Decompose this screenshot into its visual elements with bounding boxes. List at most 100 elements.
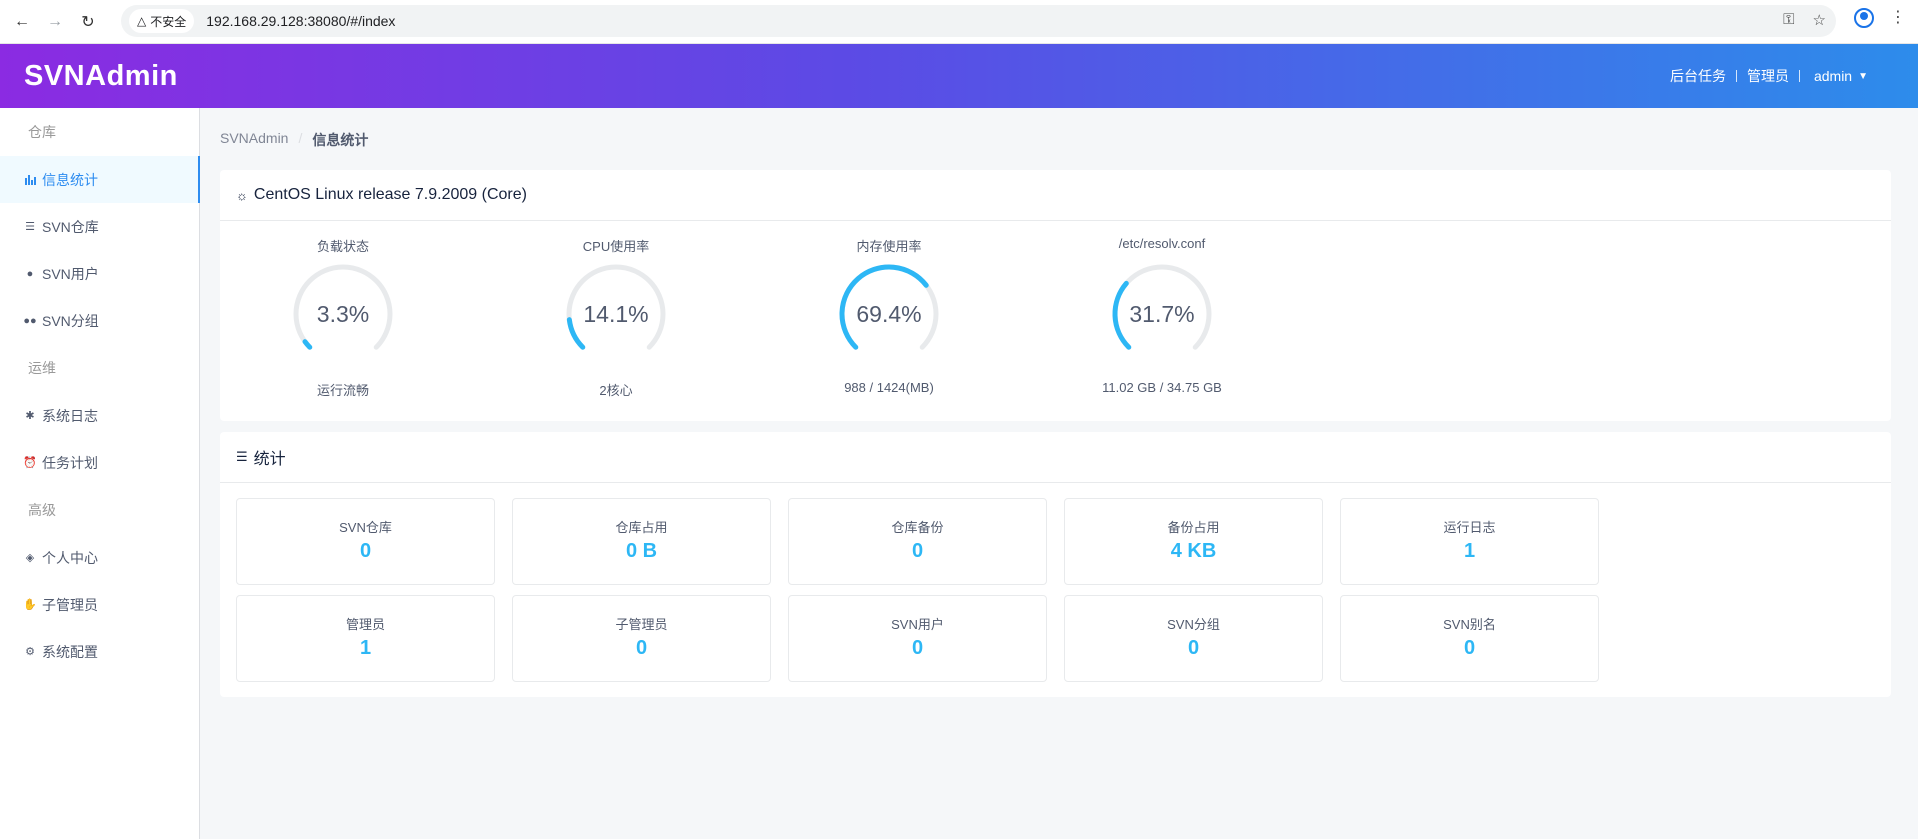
url-text[interactable]: 192.168.29.128:38080/#/index bbox=[206, 13, 396, 29]
gauge-label: CPU使用率 bbox=[582, 239, 650, 254]
security-label: 不安全 bbox=[150, 14, 187, 29]
menu-group-ops: 运维 bbox=[28, 360, 56, 376]
stat-value: 0 bbox=[1187, 637, 1200, 659]
bar-chart-icon bbox=[24, 174, 36, 185]
gauge-value: 14.1% bbox=[583, 301, 649, 327]
stat-svn-aliases: SVN别名 0 bbox=[1340, 595, 1599, 682]
browser-toolbar: ← → ↻ △ 不安全 192.168.29.128:38080/#/index… bbox=[0, 0, 1918, 44]
gauge-ring: 69.4% bbox=[837, 262, 941, 366]
statistics-title: 统计 bbox=[253, 451, 286, 468]
system-info-header: ☼ CentOS Linux release 7.9.2009 (Core) bbox=[220, 170, 1891, 221]
sidebar-item-system-config[interactable]: ⚙ 系统配置 bbox=[0, 628, 199, 675]
gauge-fill bbox=[302, 339, 313, 350]
stat-value: 0 bbox=[359, 540, 372, 562]
app-header: SVNAdmin 后台任务 管理员 admin ▼ bbox=[0, 44, 1918, 108]
menu-group-repository: 仓库 bbox=[28, 124, 56, 140]
alarm-clock-icon: ⏰ bbox=[23, 457, 37, 469]
system-os-title: CentOS Linux release 7.9.2009 (Core) bbox=[253, 186, 527, 203]
breadcrumb-root[interactable]: SVNAdmin bbox=[220, 130, 289, 146]
stat-run-logs: 运行日志 1 bbox=[1340, 498, 1599, 585]
sidebar-item-label: 系统配置 bbox=[42, 643, 98, 660]
sidebar-item-system-logs[interactable]: ✱ 系统日志 bbox=[0, 392, 199, 439]
stat-admins: 管理员 1 bbox=[236, 595, 495, 682]
stat-label: SVN仓库 bbox=[339, 520, 392, 535]
gauge-value: 3.3% bbox=[316, 301, 370, 327]
user-name: admin bbox=[1813, 68, 1853, 84]
sidebar-item-label: 系统日志 bbox=[42, 407, 98, 424]
statistics-card: ☰ 统计 SVN仓库 0 仓库占用 0 B 仓库备份 0 备份占用 4 KB 运… bbox=[220, 432, 1891, 697]
sidebar-item-label: 个人中心 bbox=[42, 549, 98, 566]
sidebar-item-label: SVN分组 bbox=[42, 312, 99, 329]
stat-value: 0 bbox=[911, 540, 924, 562]
stat-value: 1 bbox=[359, 637, 372, 659]
stat-repo-usage: 仓库占用 0 B bbox=[512, 498, 771, 585]
sidebar: 仓库 信息统计 ☰ SVN仓库 ● SVN用户 ●● SVN分组 运维 ✱ 系统… bbox=[0, 108, 200, 839]
gauge-ring: 31.7% bbox=[1110, 262, 1214, 366]
stat-value: 0 B bbox=[625, 540, 658, 562]
user-menu[interactable]: admin ▼ bbox=[1800, 68, 1868, 84]
users-icon: ●● bbox=[23, 314, 37, 327]
gauge-subtext: 988 / 1424(MB) bbox=[844, 380, 934, 395]
browser-menu-icon[interactable]: ⋮ bbox=[1890, 9, 1906, 26]
menu-group-advanced: 高级 bbox=[28, 502, 56, 518]
system-info-card: ☼ CentOS Linux release 7.9.2009 (Core) 负… bbox=[220, 170, 1891, 421]
gauge-disk: /etc/resolv.conf 31.7% 11.02 GB / 34.75 … bbox=[1047, 236, 1277, 395]
forward-arrow-icon[interactable]: → bbox=[47, 12, 63, 30]
statistics-header: ☰ 统计 bbox=[220, 432, 1891, 483]
layers-icon: ☰ bbox=[25, 221, 35, 233]
sidebar-item-svn-groups[interactable]: ●● SVN分组 bbox=[0, 297, 199, 344]
address-bar[interactable]: △ 不安全 192.168.29.128:38080/#/index ⚿ ☆ bbox=[121, 5, 1836, 37]
gauge-memory: 内存使用率 69.4% 988 / 1424(MB) bbox=[774, 236, 1004, 395]
reload-icon[interactable]: ↻ bbox=[81, 13, 95, 31]
gauge-fill bbox=[1112, 280, 1132, 350]
breadcrumb-current: 信息统计 bbox=[312, 132, 369, 148]
stat-label: 子管理员 bbox=[615, 617, 668, 632]
password-key-icon[interactable]: ⚿ bbox=[1783, 11, 1795, 28]
chevron-down-icon: ▼ bbox=[1858, 70, 1868, 82]
stat-label: SVN用户 bbox=[891, 617, 944, 632]
gauge-load: 负载状态 3.3% 运行流畅 bbox=[228, 236, 458, 399]
stat-backup-usage: 备份占用 4 KB bbox=[1064, 498, 1323, 585]
breadcrumb-separator: / bbox=[298, 130, 303, 146]
sidebar-item-label: 任务计划 bbox=[42, 454, 98, 471]
bookmark-star-icon[interactable]: ☆ bbox=[1812, 12, 1826, 29]
sidebar-item-label: SVN仓库 bbox=[42, 218, 99, 235]
stat-value: 1 bbox=[1463, 540, 1476, 562]
header-link-admin[interactable]: 管理员 bbox=[1737, 69, 1800, 83]
sidebar-item-sub-admins[interactable]: ✋ 子管理员 bbox=[0, 581, 199, 628]
profile-icon[interactable] bbox=[1854, 8, 1874, 28]
gauge-subtext: 2核心 bbox=[599, 383, 633, 398]
header-link-background-tasks[interactable]: 后台任务 bbox=[1660, 69, 1737, 83]
breadcrumb: SVNAdmin / 信息统计 bbox=[220, 130, 368, 150]
security-chip[interactable]: △ 不安全 bbox=[129, 9, 195, 33]
back-arrow-icon[interactable]: ← bbox=[14, 12, 30, 30]
sidebar-item-label: 子管理员 bbox=[42, 596, 98, 613]
sidebar-item-personal-center[interactable]: ◈ 个人中心 bbox=[0, 534, 199, 581]
user-icon: ● bbox=[26, 267, 34, 280]
stat-label: 仓库备份 bbox=[891, 520, 944, 535]
stat-label: 仓库占用 bbox=[615, 520, 668, 535]
logo[interactable]: SVNAdmin bbox=[24, 59, 178, 92]
gauge-subtext: 运行流畅 bbox=[316, 383, 369, 398]
sidebar-item-task-schedule[interactable]: ⏰ 任务计划 bbox=[0, 439, 199, 486]
stat-sub-admins: 子管理员 0 bbox=[512, 595, 771, 682]
sidebar-item-svn-repos[interactable]: ☰ SVN仓库 bbox=[0, 203, 199, 250]
gauge-value: 31.7% bbox=[1129, 301, 1195, 327]
stat-label: 运行日志 bbox=[1443, 520, 1496, 535]
gear-icon: ⚙ bbox=[25, 646, 35, 658]
sidebar-item-label: 信息统计 bbox=[42, 171, 98, 188]
sidebar-item-svn-users[interactable]: ● SVN用户 bbox=[0, 250, 199, 297]
gauge-cpu: CPU使用率 14.1% 2核心 bbox=[501, 236, 731, 399]
stat-svn-users: SVN用户 0 bbox=[788, 595, 1047, 682]
stat-repo-backups: 仓库备份 0 bbox=[788, 498, 1047, 585]
stat-label: SVN分组 bbox=[1167, 617, 1220, 632]
stat-value: 0 bbox=[1463, 637, 1476, 659]
gauge-label: /etc/resolv.conf bbox=[1118, 236, 1206, 251]
gauge-label: 内存使用率 bbox=[856, 239, 922, 254]
gauge-ring: 14.1% bbox=[564, 262, 668, 366]
sidebar-item-statistics[interactable]: 信息统计 bbox=[0, 156, 200, 203]
gauge-label: 负载状态 bbox=[316, 239, 369, 254]
cube-icon: ◈ bbox=[25, 552, 35, 564]
stat-svn-groups: SVN分组 0 bbox=[1064, 595, 1323, 682]
hand-icon: ✋ bbox=[23, 599, 37, 611]
